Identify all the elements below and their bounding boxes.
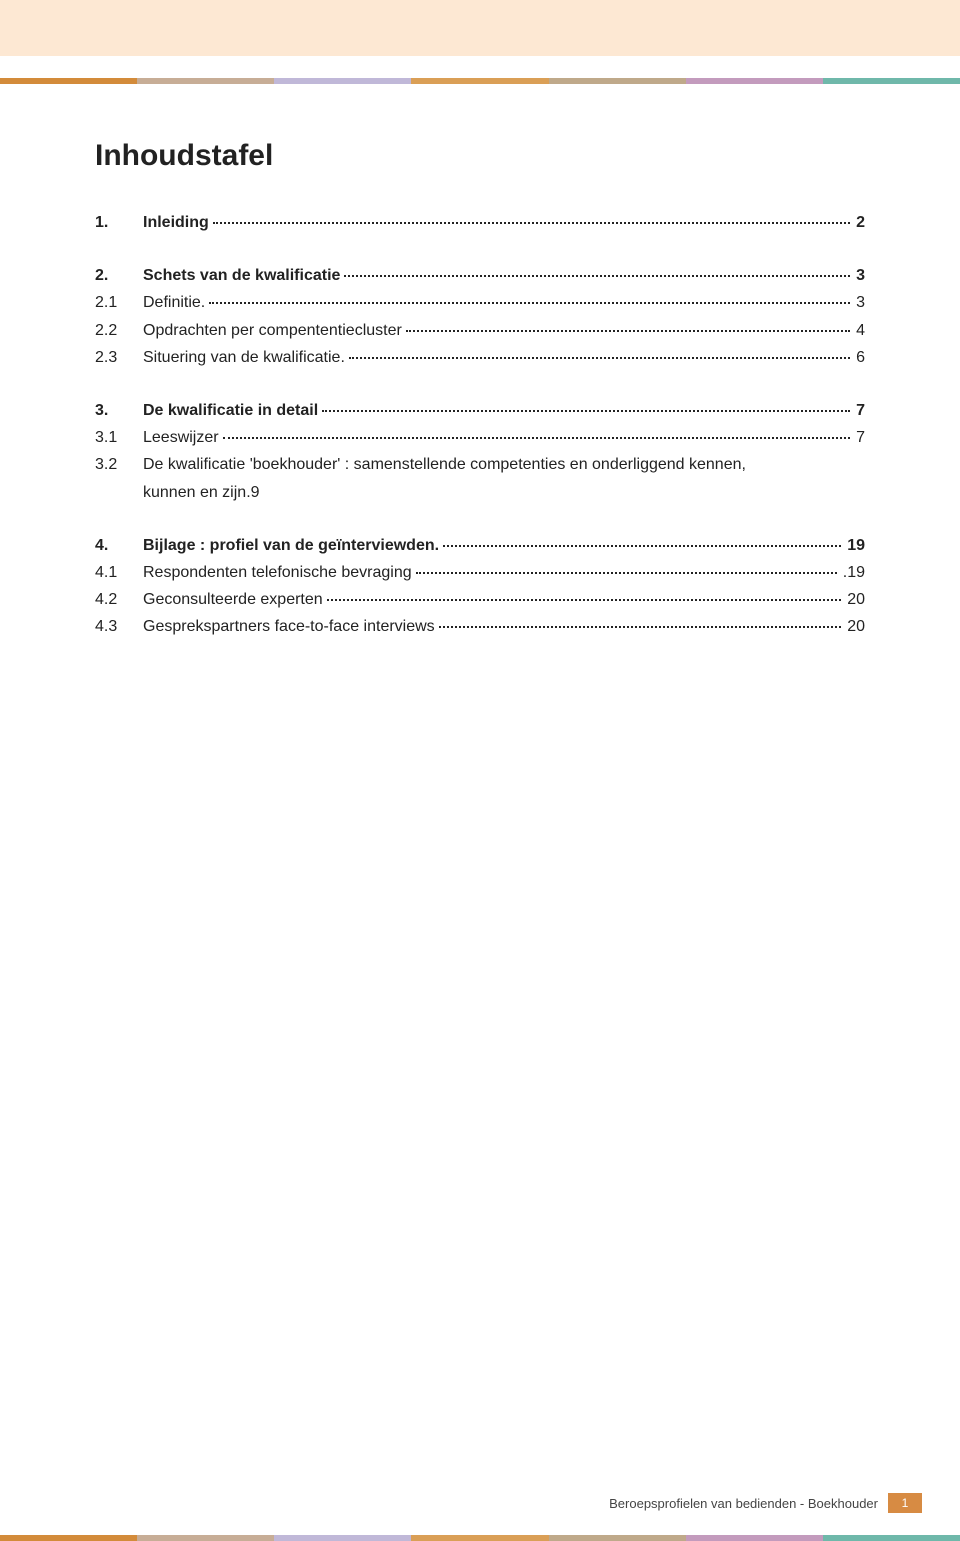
toc-leader-dots xyxy=(406,330,850,332)
toc-number: 4. xyxy=(95,532,143,559)
toc-row: 3.De kwalificatie in detail 7 xyxy=(95,397,865,424)
toc-row: 3.1Leeswijzer 7 xyxy=(95,424,865,451)
toc-page: 20 xyxy=(845,586,865,613)
stripe-segment xyxy=(549,78,686,84)
toc-row: 2.Schets van de kwalificatie 3 xyxy=(95,262,865,289)
toc-group: 3.De kwalificatie in detail73.1Leeswijze… xyxy=(95,397,865,506)
toc-label: kunnen en zijn. xyxy=(143,479,251,506)
stripe-segment xyxy=(823,1535,960,1541)
toc-group: 2.Schets van de kwalificatie32.1Definiti… xyxy=(95,262,865,371)
toc-leader-dots xyxy=(213,222,850,224)
stripe-segment xyxy=(823,78,960,84)
toc-label: Inleiding xyxy=(143,209,209,236)
stripe-segment xyxy=(0,1535,137,1541)
toc-number: 3. xyxy=(95,397,143,424)
toc-row: 2.3Situering van de kwalificatie. 6 xyxy=(95,344,865,371)
stripe-segment xyxy=(0,78,137,84)
toc-label: Leeswijzer xyxy=(143,424,219,451)
page: Inhoudstafel 1.Inleiding 2 2.Schets van de… xyxy=(0,0,960,1541)
toc-group: 4.Bijlage : profiel van de geïnterviewde… xyxy=(95,532,865,641)
toc-leader-dots xyxy=(223,437,851,439)
toc-page: 3 xyxy=(854,289,865,316)
toc-leader-dots xyxy=(322,410,850,412)
header-stripe xyxy=(0,78,960,84)
content: Inhoudstafel 1.Inleiding 2 2.Schets van de… xyxy=(0,84,960,640)
toc-number: 3.1 xyxy=(95,424,143,451)
toc-row: 2.2Opdrachten per compententiecluster 4 xyxy=(95,317,865,344)
toc-label: Situering van de kwalificatie. xyxy=(143,344,345,371)
toc-number: 4.2 xyxy=(95,586,143,613)
header-gap xyxy=(0,56,960,78)
stripe-segment xyxy=(411,78,548,84)
toc-row: 4.3Gesprekspartners face-to-face intervi… xyxy=(95,613,865,640)
toc-leader-dots xyxy=(209,302,850,304)
header-band xyxy=(0,0,960,56)
toc-page: 4 xyxy=(854,317,865,344)
stripe-segment xyxy=(274,78,411,84)
toc-leader-dots xyxy=(327,599,842,601)
footer-text: Beroepsprofielen van bedienden - Boekhou… xyxy=(609,1496,878,1511)
toc-number: 3.2 xyxy=(95,451,143,478)
stripe-segment xyxy=(686,1535,823,1541)
toc-label: Respondenten telefonische bevraging xyxy=(143,559,412,586)
toc-leader-dots xyxy=(439,626,842,628)
toc-label: Gesprekspartners face-to-face interviews xyxy=(143,613,435,640)
toc-page: 20 xyxy=(845,613,865,640)
stripe-segment xyxy=(549,1535,686,1541)
toc-row: 2.1Definitie. 3 xyxy=(95,289,865,316)
toc-group: 1.Inleiding 2 xyxy=(95,209,865,236)
toc-number: 1. xyxy=(95,209,143,236)
toc-row: 1.Inleiding 2 xyxy=(95,209,865,236)
toc-page: 2 xyxy=(854,209,865,236)
toc-number: 2.1 xyxy=(95,289,143,316)
toc-leader-dots xyxy=(344,275,850,277)
toc-page: 7 xyxy=(854,397,865,424)
toc-number: 2. xyxy=(95,262,143,289)
toc-row-multiline: 3.2De kwalificatie 'boekhouder' : samens… xyxy=(95,451,865,505)
footer: Beroepsprofielen van bedienden - Boekhou… xyxy=(609,1493,922,1513)
table-of-contents: 1.Inleiding 2 2.Schets van de kwalificatie… xyxy=(95,209,865,640)
toc-page: 7 xyxy=(854,424,865,451)
toc-leader-dots xyxy=(349,357,850,359)
toc-page: 9 xyxy=(251,479,260,506)
stripe-segment xyxy=(137,1535,274,1541)
toc-label: Definitie. xyxy=(143,289,205,316)
toc-page: .19 xyxy=(841,559,865,586)
toc-row: 4.Bijlage : profiel van de geïnterviewde… xyxy=(95,532,865,559)
toc-page: 6 xyxy=(854,344,865,371)
stripe-segment xyxy=(411,1535,548,1541)
toc-label: Schets van de kwalificatie xyxy=(143,262,340,289)
toc-row: 4.1Respondenten telefonische bevraging .1… xyxy=(95,559,865,586)
toc-number: 2.2 xyxy=(95,317,143,344)
toc-label: De kwalificatie in detail xyxy=(143,397,318,424)
footer-stripe xyxy=(0,1535,960,1541)
toc-number: 2.3 xyxy=(95,344,143,371)
toc-row: 4.2Geconsulteerde experten 20 xyxy=(95,586,865,613)
toc-leader-dots xyxy=(416,572,837,574)
toc-label: De kwalificatie 'boekhouder' : samenstel… xyxy=(143,451,746,478)
toc-leader-dots xyxy=(443,545,841,547)
footer-page-number: 1 xyxy=(888,1493,922,1513)
stripe-segment xyxy=(274,1535,411,1541)
toc-label: Opdrachten per compententiecluster xyxy=(143,317,402,344)
toc-number: 4.3 xyxy=(95,613,143,640)
toc-label: Geconsulteerde experten xyxy=(143,586,323,613)
toc-page: 19 xyxy=(845,532,865,559)
page-title: Inhoudstafel xyxy=(95,139,865,173)
toc-page: 3 xyxy=(854,262,865,289)
toc-label: Bijlage : profiel van de geïnterviewden. xyxy=(143,532,439,559)
stripe-segment xyxy=(137,78,274,84)
toc-number: 4.1 xyxy=(95,559,143,586)
stripe-segment xyxy=(686,78,823,84)
